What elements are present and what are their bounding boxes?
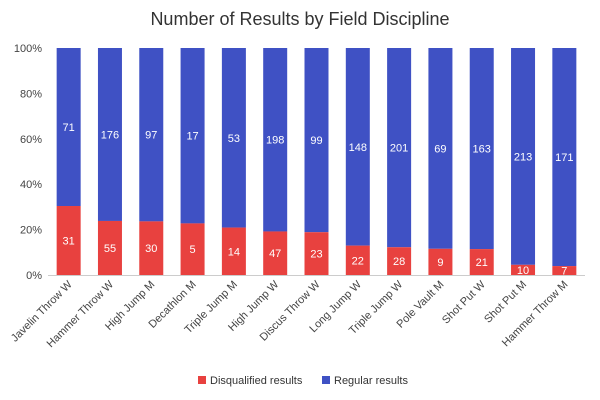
bar-value-label-disqualified: 9 [437,257,443,269]
bar-segment-regular [428,48,453,249]
bar-value-label-regular: 201 [390,143,408,155]
bar-value-label-disqualified: 22 [352,255,364,267]
bar-value-label-regular: 97 [145,130,157,142]
bar-segment-disqualified [221,227,246,275]
bar-value-label-disqualified: 14 [228,246,240,258]
y-tick-label: 80% [20,88,42,100]
y-tick-label: 60% [20,134,42,146]
bar-value-label-disqualified: 23 [310,249,322,261]
bar-value-label-disqualified: 7 [561,266,567,278]
bar-value-label-regular: 176 [101,129,119,141]
bar-segment-disqualified [387,247,412,275]
y-tick-label: 20% [20,225,42,237]
y-tick-label: 0% [26,270,42,282]
bar-segment-regular [139,48,164,222]
bar-segment-regular [387,48,412,248]
bar-value-label-regular: 148 [349,142,367,154]
bar-segment-regular [97,48,122,221]
legend-label: Disqualified results [210,375,303,387]
bar-value-label-regular: 198 [266,135,284,147]
bar-value-label-disqualified: 55 [104,243,116,255]
bar-segment-regular [469,48,494,250]
bar-segment-disqualified [469,249,494,275]
bar-value-label-regular: 99 [310,135,322,147]
bar-segment-disqualified [56,206,81,275]
bar-segment-disqualified [97,220,122,275]
y-tick-label: 100% [14,43,42,55]
bar-segment-disqualified [552,266,577,275]
bar-value-label-regular: 171 [555,152,573,164]
bar-segment-regular [511,48,536,265]
bar-segment-disqualified [263,231,288,275]
bar-segment-regular [263,48,288,232]
bar-segment-regular [345,48,370,246]
legend-swatch [322,376,330,384]
bar-value-label-regular: 17 [186,131,198,143]
bar-value-label-regular: 69 [434,143,446,155]
x-category-label: Shot Put W [440,278,488,326]
bar-value-label-disqualified: 28 [393,256,405,268]
bar-segment-regular [552,48,577,267]
legend-label: Regular results [334,375,408,387]
chart-title: Number of Results by Field Discipline [150,9,450,29]
bar-segment-disqualified [304,232,329,275]
bar-value-label-disqualified: 10 [517,265,529,277]
y-tick-label: 40% [20,179,42,191]
bar-segment-disqualified [139,221,164,275]
bar-value-label-disqualified: 31 [63,236,75,248]
bar-value-label-regular: 163 [473,144,491,156]
bar-value-label-disqualified: 5 [190,244,196,256]
legend-swatch [198,376,206,384]
bar-segment-disqualified [511,264,536,275]
bar-segment-disqualified [345,245,370,275]
bar-value-label-regular: 71 [63,122,75,134]
bar-segment-regular [56,48,81,207]
bar-segment-regular [221,48,246,228]
bar-segment-regular [180,48,205,224]
bar-segment-disqualified [180,223,205,275]
bar-segment-regular [304,48,329,233]
bar-value-label-regular: 53 [228,133,240,145]
bar-value-label-disqualified: 47 [269,248,281,260]
bar-value-label-disqualified: 21 [476,257,488,269]
bar-segment-disqualified [428,248,453,275]
bar-value-label-regular: 213 [514,151,532,163]
bar-value-label-disqualified: 30 [145,243,157,255]
